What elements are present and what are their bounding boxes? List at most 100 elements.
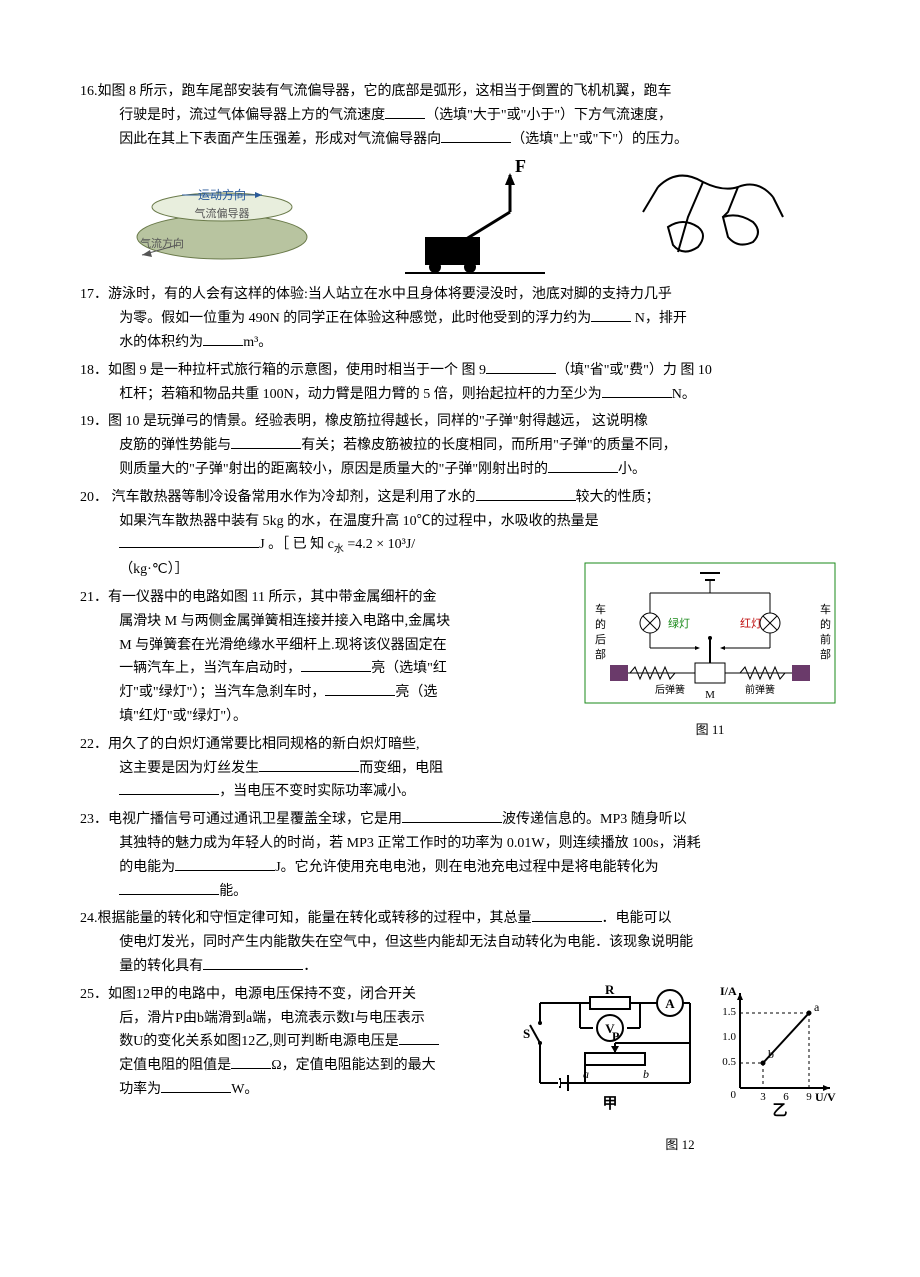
q19-l3b: 小。 (618, 462, 646, 477)
blank-23-3[interactable] (119, 880, 219, 895)
q19-l2b: 有关；若橡皮筋被拉的长度相同，而所用"子弹"的质量不同， (301, 438, 676, 453)
q23-l2: 其独特的魅力成为年轻人的时尚，若 MP3 正常工作时的功率为 0.01W，则连续… (119, 836, 700, 851)
blank-18-1[interactable] (486, 359, 556, 374)
q24-l3b: ． (303, 959, 317, 974)
q25-l1: 如图12甲的电路中，电源电压保持不变，闭合开关 (108, 987, 416, 1002)
q18-l2b: N。 (672, 387, 696, 402)
q21-l3: M 与弹簧套在光滑绝缘水平细杆上.现将该仪器固定在 (119, 638, 446, 653)
blank-25-3[interactable] (161, 1078, 231, 1093)
qnum-21: 21． (80, 590, 108, 605)
qnum-23: 23． (80, 812, 108, 827)
fig12-x3: 3 (760, 1091, 766, 1103)
figure-8: 运动方向 气流偏导器 气流方向 (122, 167, 322, 267)
fig12-jia: 甲 (602, 1095, 617, 1112)
fig12-x9: 9 (806, 1091, 812, 1103)
fig12-xlabel: U/V (815, 1090, 836, 1104)
q23-l1a: 电视广播信号可通过通讯卫星覆盖全球，它是用 (108, 812, 402, 827)
qnum-24: 24. (80, 911, 98, 926)
q25-l5b: W。 (231, 1082, 258, 1097)
q25-l4a: 定值电阻的阻值是 (119, 1058, 231, 1073)
question-17: 17．游泳时，有的人会有这样的体验:当人站立在水中且身体将要浸没时，池底对脚的支… (80, 283, 840, 354)
q21-l5b: 亮（选 (395, 685, 437, 700)
qnum-25: 25． (80, 987, 108, 1002)
fig8-left: 气流方向 (140, 236, 184, 250)
q20-l2: 如果汽车散热器中装有 5kg 的水，在温度升高 10℃的过程中，水吸收的热量是 (119, 514, 599, 529)
qnum-22: 22． (80, 737, 108, 752)
q25-l3: 数U的变化关系如图12乙,则可判断电源电压是 (119, 1034, 399, 1049)
q20-l3a: J 。［ 已 知 c (259, 537, 334, 552)
question-18: 18．如图 9 是一种拉杆式旅行箱的示意图，使用时相当于一个 图 9（填"省"或… (80, 359, 840, 407)
fig12-pta: a (814, 1000, 820, 1014)
question-22: 22．用久了的白炽灯通常要比相同规格的新白炽灯暗些, 这主要是因为灯丝发生而变细… (80, 733, 840, 804)
q17-l3b: m³。 (243, 335, 272, 350)
q20-l1b: 较大的性质； (576, 490, 660, 505)
blank-22-2[interactable] (119, 780, 219, 795)
qnum-20: 20． (80, 490, 108, 505)
question-19: 19．图 10 是玩弹弓的情景。经验表明，橡皮筋拉得越长，同样的"子弹"射得越远… (80, 410, 840, 481)
figure-9: F (405, 157, 545, 277)
blank-25-2[interactable] (231, 1054, 271, 1069)
q25-l5a: 功率为 (119, 1082, 161, 1097)
fig12-x6: 6 (783, 1091, 789, 1103)
fig12-y10: 1.0 (722, 1031, 736, 1043)
q20-l1a: 汽车散热器等制冷设备常用水作为冷却剂，这是利用了水的 (108, 490, 476, 505)
fig12-caption: 图 12 (520, 1134, 840, 1156)
question-20: 20． 汽车散热器等制冷设备常用水作为冷却剂，这是利用了水的 较大的性质； 如果汽… (80, 486, 840, 582)
q22-l3: ，当电压不变时实际功率减小。 (219, 784, 415, 799)
qnum-16: 16. (80, 84, 98, 99)
question-23: 23．电视广播信号可通过通讯卫星覆盖全球，它是用波传递信息的。MP3 随身听以 … (80, 808, 840, 903)
fig12-R: R (605, 983, 615, 997)
blank-25-1[interactable] (399, 1030, 439, 1045)
q17-l2b: N，排开 (631, 311, 687, 326)
figure-row-8-9-10: 运动方向 气流偏导器 气流方向 F (80, 157, 840, 277)
q17-l3a: 水的体积约为 (119, 335, 203, 350)
q20-sub: 水 (334, 544, 344, 555)
blank-16-1[interactable] (385, 104, 425, 119)
question-16: 16.如图 8 所示，跑车尾部安装有气流偏导器，它的底部是弧形，这相当于倒置的飞… (80, 80, 840, 151)
q16-line2b: （选填"大于"或"小于"）下方气流速度， (425, 108, 672, 123)
q20-l4: （kg·℃）］ (119, 562, 188, 577)
blank-16-2[interactable] (441, 128, 511, 143)
q18-fig9lbl: 图 9 (462, 363, 487, 378)
q21-l4a: 一辆汽车上，当汽车启动时， (119, 661, 301, 676)
blank-24-2[interactable] (203, 955, 303, 970)
blank-22-1[interactable] (259, 757, 359, 772)
figure-10 (628, 157, 798, 277)
q18-fig10lbl: 图 10 (680, 363, 712, 378)
qnum-18: 18． (80, 363, 108, 378)
q19-l3a: 则质量大的"子弹"射出的距离较小，原因是质量大的"子弹"刚射出时的 (119, 462, 548, 477)
blank-20-1[interactable] (476, 486, 576, 501)
q16-line3a: 因此在其上下表面产生压强差，形成对气流偏导器向 (119, 132, 441, 147)
qnum-19: 19． (80, 414, 108, 429)
fig12-ptb: b (768, 1047, 774, 1061)
q22-l2b: 而变细，电阻 (359, 761, 443, 776)
q22-l1: 用久了的白炽灯通常要比相同规格的新白炽灯暗些, (108, 737, 420, 752)
q23-l1b: 波传递信息的。MP3 随身听以 (502, 812, 687, 827)
q16-line1: 如图 8 所示，跑车尾部安装有气流偏导器，它的底部是弧形，这相当于倒置的飞机机翼… (98, 84, 672, 99)
blank-19-2[interactable] (548, 458, 618, 473)
q25-l4b: Ω，定值电阻能达到的最大 (271, 1058, 435, 1073)
blank-18-2[interactable] (602, 383, 672, 398)
figure-12: S R V A P a b (520, 983, 840, 1156)
blank-17-1[interactable] (591, 307, 631, 322)
blank-23-2[interactable] (175, 856, 275, 871)
blank-23-1[interactable] (402, 808, 502, 823)
q21-l6: 填"红灯"或"绿灯"）。 (119, 709, 247, 724)
fig12-ylabel: I/A (720, 984, 737, 998)
blank-21-2[interactable] (325, 681, 395, 696)
blank-19-1[interactable] (231, 434, 301, 449)
q24-l2: 使电灯发光，同时产生内能散失在空气中，但这些内能却无法自动转化为电能．该现象说明… (119, 935, 693, 950)
q21-l1: 有一仪器中的电路如图 11 所示，其中带金属细杆的金 (108, 590, 436, 605)
q23-l3a: 的电能为 (119, 860, 175, 875)
q23-l3b: J。它允许使用充电电池，则在电池充电过程中是将电能转化为 (275, 860, 658, 875)
blank-21-1[interactable] (301, 657, 371, 672)
fig9-F: F (515, 157, 526, 176)
blank-17-2[interactable] (203, 331, 243, 346)
qnum-17: 17． (80, 287, 108, 302)
q19-l2a: 皮筋的弹性势能与 (119, 438, 231, 453)
q21-l4b: 亮（选填"红 (371, 661, 447, 676)
blank-20-2[interactable] (119, 533, 259, 548)
q20-l3b: =4.2 × 10³J/ (344, 537, 415, 552)
q25-l2: 后，滑片P由b端滑到a端，电流表示数I与电压表示 (119, 1011, 425, 1026)
blank-24-1[interactable] (532, 907, 602, 922)
